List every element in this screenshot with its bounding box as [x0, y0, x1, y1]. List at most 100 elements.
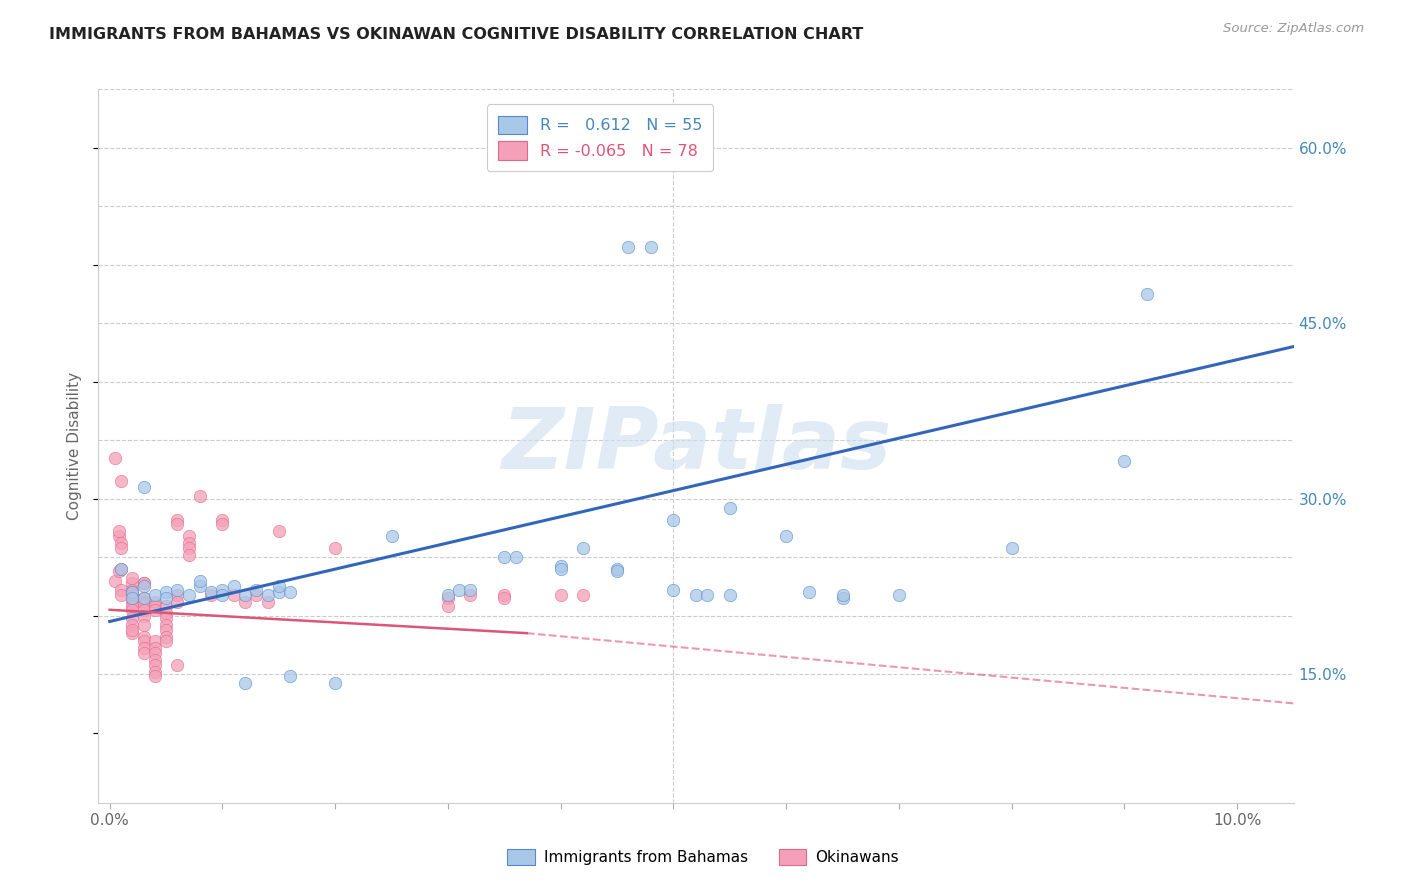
Point	[143, 634, 166, 648]
Point	[1001, 541, 1024, 555]
Point	[494, 588, 516, 602]
Point	[104, 574, 127, 588]
Point	[143, 653, 166, 667]
Point	[121, 623, 143, 637]
Point	[121, 588, 143, 602]
Point	[121, 582, 143, 597]
Point	[211, 588, 233, 602]
Point	[155, 591, 177, 605]
Point	[121, 611, 143, 625]
Point	[245, 588, 267, 602]
Point	[132, 634, 155, 648]
Point	[775, 529, 797, 543]
Point	[550, 588, 572, 602]
Point	[166, 517, 188, 532]
Point	[121, 603, 143, 617]
Point	[662, 513, 685, 527]
Point	[222, 579, 245, 593]
Point	[155, 599, 177, 614]
Legend: Immigrants from Bahamas, Okinawans: Immigrants from Bahamas, Okinawans	[501, 843, 905, 871]
Point	[132, 603, 155, 617]
Point	[256, 594, 278, 608]
Point	[278, 669, 301, 683]
Point	[166, 513, 188, 527]
Point	[155, 634, 177, 648]
Point	[696, 588, 718, 602]
Point	[233, 594, 256, 608]
Point	[132, 480, 155, 494]
Text: IMMIGRANTS FROM BAHAMAS VS OKINAWAN COGNITIVE DISABILITY CORRELATION CHART: IMMIGRANTS FROM BAHAMAS VS OKINAWAN COGN…	[49, 27, 863, 42]
Point	[155, 607, 177, 621]
Point	[121, 571, 143, 585]
Point	[132, 579, 155, 593]
Point	[267, 585, 290, 599]
Point	[121, 618, 143, 632]
Point	[110, 582, 132, 597]
Point	[121, 626, 143, 640]
Point	[166, 657, 188, 672]
Point	[177, 548, 200, 562]
Point	[718, 501, 741, 516]
Point	[155, 585, 177, 599]
Point	[505, 550, 527, 565]
Point	[437, 588, 460, 602]
Point	[132, 641, 155, 656]
Point	[110, 588, 132, 602]
Point	[166, 594, 188, 608]
Point	[188, 489, 211, 503]
Point	[617, 240, 640, 254]
Point	[831, 591, 853, 605]
Y-axis label: Cognitive Disability: Cognitive Disability	[67, 372, 83, 520]
Point	[188, 574, 211, 588]
Point	[121, 594, 143, 608]
Point	[132, 591, 155, 605]
Point	[155, 623, 177, 637]
Point	[132, 575, 155, 590]
Point	[143, 669, 166, 683]
Legend: R =   0.612   N = 55, R = -0.065   N = 78: R = 0.612 N = 55, R = -0.065 N = 78	[488, 104, 713, 170]
Point	[155, 630, 177, 644]
Point	[718, 588, 741, 602]
Point	[323, 676, 346, 690]
Point	[110, 541, 132, 555]
Text: ZIPatlas: ZIPatlas	[501, 404, 891, 488]
Point	[143, 657, 166, 672]
Point	[200, 585, 222, 599]
Point	[107, 529, 129, 543]
Point	[200, 588, 222, 602]
Point	[143, 641, 166, 656]
Point	[233, 588, 256, 602]
Point	[110, 474, 132, 488]
Point	[143, 665, 166, 679]
Point	[121, 591, 143, 605]
Point	[166, 588, 188, 602]
Point	[143, 594, 166, 608]
Point	[211, 582, 233, 597]
Point	[188, 579, 211, 593]
Point	[110, 562, 132, 576]
Point	[437, 591, 460, 605]
Point	[606, 562, 628, 576]
Point	[132, 591, 155, 605]
Point	[211, 513, 233, 527]
Text: Source: ZipAtlas.com: Source: ZipAtlas.com	[1223, 22, 1364, 36]
Point	[380, 529, 402, 543]
Point	[155, 611, 177, 625]
Point	[245, 582, 267, 597]
Point	[685, 588, 707, 602]
Point	[143, 603, 166, 617]
Point	[233, 676, 256, 690]
Point	[143, 599, 166, 614]
Point	[132, 597, 155, 611]
Point	[572, 541, 595, 555]
Point	[166, 582, 188, 597]
Point	[550, 559, 572, 574]
Point	[494, 591, 516, 605]
Point	[1136, 287, 1159, 301]
Point	[256, 588, 278, 602]
Point	[662, 582, 685, 597]
Point	[460, 588, 482, 602]
Point	[155, 618, 177, 632]
Point	[887, 588, 910, 602]
Point	[278, 585, 301, 599]
